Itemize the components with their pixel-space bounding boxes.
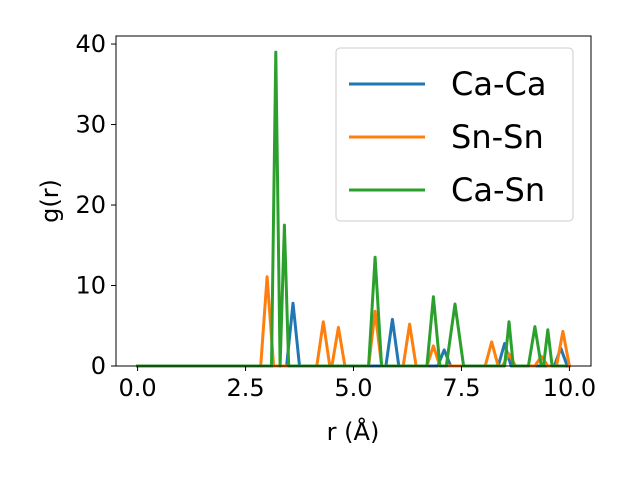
y-tick-label: 10 [75, 272, 106, 300]
y-tick-label: 40 [75, 30, 106, 58]
legend-label-ca-ca: Ca-Ca [451, 65, 546, 103]
series-line-ca-ca [136, 301, 570, 368]
y-tick-label: 0 [91, 352, 106, 380]
legend-label-sn-sn: Sn-Sn [451, 118, 544, 156]
legend: Ca-Ca Sn-Sn Ca-Sn [335, 47, 574, 222]
legend-label-ca-sn: Ca-Sn [451, 171, 545, 209]
y-tick-label: 30 [75, 111, 106, 139]
y-ticks: 0 10 20 30 40 [75, 30, 116, 380]
y-tick-label: 20 [75, 191, 106, 219]
x-tick-label: 2.5 [226, 374, 264, 402]
legend-frame [335, 47, 574, 222]
x-axis-label: r (Å) [327, 417, 380, 446]
y-axis-label: g(r) [36, 179, 64, 223]
x-tick-label: 7.5 [442, 374, 480, 402]
x-tick-label: 10.0 [543, 374, 596, 402]
x-tick-label: 5.0 [334, 374, 372, 402]
x-ticks: 0.0 2.5 5.0 7.5 10.0 [119, 366, 596, 402]
x-tick-label: 0.0 [119, 374, 157, 402]
